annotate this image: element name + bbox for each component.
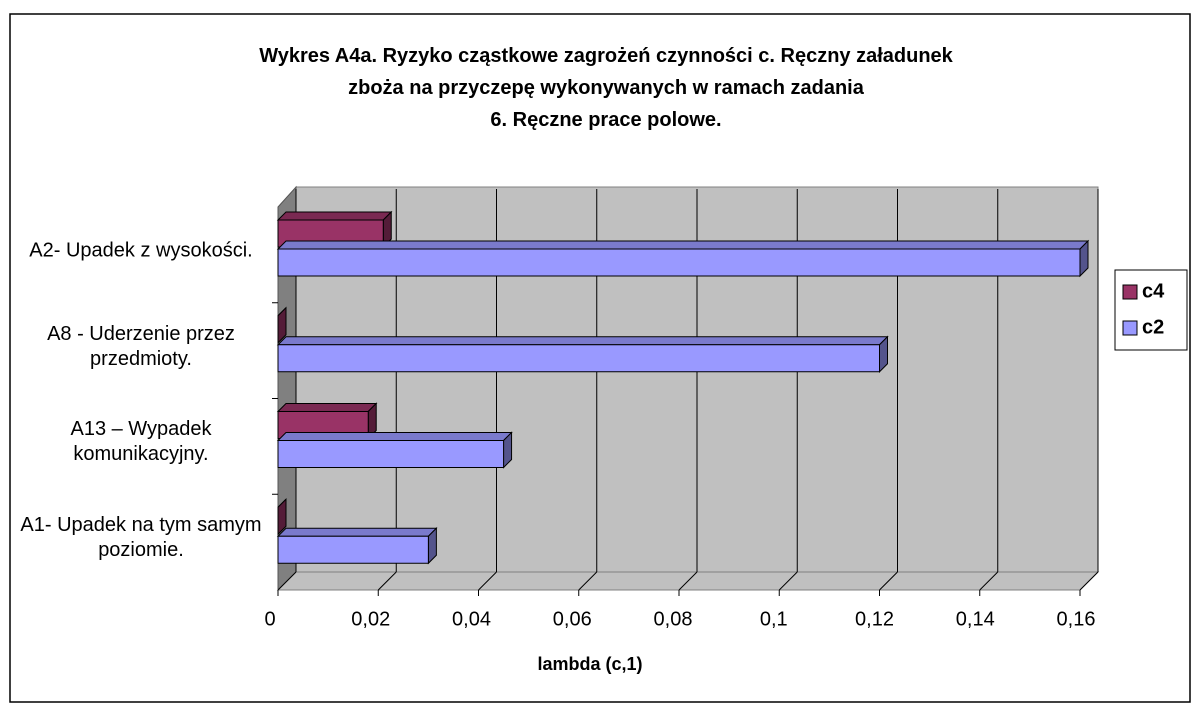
bar-top [276, 527, 438, 537]
x-tick-label: 0,12 [855, 608, 894, 630]
legend [1114, 269, 1188, 351]
bar [277, 248, 1081, 277]
legend-label: c4 [1142, 280, 1165, 302]
title-line: zboża na przyczepę wykonywanych w ramach… [348, 77, 864, 99]
bar [277, 344, 880, 373]
x-tick-label: 0,04 [452, 608, 491, 630]
bar-top [276, 403, 378, 412]
bar [277, 535, 429, 564]
x-axis-title: lambda (c,1) [537, 654, 642, 674]
legend-swatch [1122, 320, 1138, 336]
title-line: Wykres A4a. Ryzyko cząstkowe zagrożeń cz… [259, 45, 953, 67]
bar-side [277, 306, 287, 344]
x-tick-label: 0,16 [1057, 608, 1096, 630]
bar-top [276, 336, 889, 346]
bar-top [276, 432, 513, 441]
floor-line [478, 571, 497, 591]
chart-title: Wykres A4a. Ryzyko cząstkowe zagrożeń cz… [10, 40, 1192, 136]
bar-side [277, 498, 287, 536]
title-line: 6. Ręczne prace polowe. [490, 109, 722, 131]
floor-line [979, 571, 999, 591]
floor-line [1079, 571, 1099, 591]
bar-top [276, 211, 393, 221]
floor-line [578, 571, 598, 591]
y-tick-label: A2- Upadek z wysokości. [29, 239, 253, 262]
floor-line [277, 571, 297, 591]
bar-top [276, 240, 1090, 250]
y-tick-label: A8 - Uderzenie przez przedmioty. [47, 322, 235, 370]
y-tick-label: A13 – Wypadek komunikacyjny. [70, 418, 212, 466]
x-tick-label: 0,08 [654, 608, 693, 630]
x-tick-label: 0,06 [553, 608, 592, 630]
legend-swatch [1122, 284, 1138, 300]
bar [277, 440, 505, 468]
floor-line [778, 571, 798, 591]
floor-line [879, 571, 898, 591]
legend-label: c2 [1142, 316, 1164, 338]
x-tick-label: 0,02 [351, 608, 390, 630]
floor-line [377, 571, 397, 591]
x-tick-label: 0,14 [956, 608, 995, 630]
x-tick-label: 0 [264, 608, 275, 630]
y-tick-label: A1- Upadek na tym samym poziomie. [20, 514, 262, 562]
x-tick-label: 0,1 [760, 608, 788, 630]
floor-line [678, 571, 698, 591]
